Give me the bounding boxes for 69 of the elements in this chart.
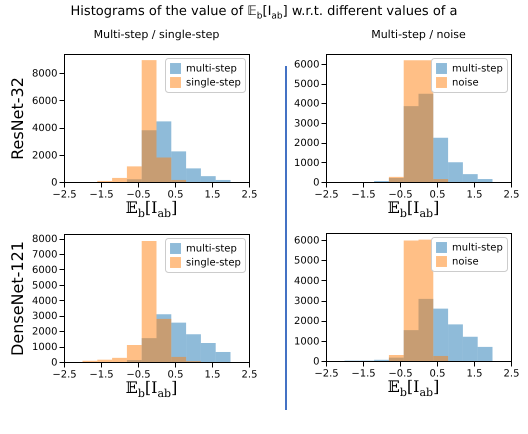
y-tick-label: 8000 [32, 234, 58, 246]
y-tick-label: 0 [51, 178, 58, 188]
x-tick-label: 0.5 [430, 368, 446, 380]
x-tick-label: 2.5 [504, 368, 520, 380]
y-tick-label: 6000 [294, 236, 320, 247]
legend-label: noise [452, 78, 479, 88]
y-tick-label: 1000 [32, 342, 58, 354]
x-tick-label: 0.5 [430, 190, 446, 200]
chart-subtitle: Multi-step / single-step [94, 28, 220, 41]
y-tick-label: 2000 [294, 138, 320, 150]
x-tick-label: 0.5 [168, 190, 184, 200]
y-tick-label: 3000 [32, 311, 58, 322]
x-tick-label: −1.5 [89, 370, 114, 380]
x-tick-label: −1.5 [351, 368, 376, 380]
y-tick-label: 5000 [294, 256, 320, 267]
x-tick-label: 2.5 [504, 190, 520, 200]
x-axis-title: 𝔼$_{b}$[I$_{ab}$] [388, 377, 440, 400]
y-tick-label: 6000 [32, 96, 58, 107]
x-tick-label: −2.5 [314, 368, 339, 380]
y-tick-label: 4000 [32, 123, 58, 134]
chart-subtitle: Multi-step / noise [371, 28, 466, 41]
y-tick-label: 4000 [294, 276, 320, 287]
legend-label: single-step [186, 258, 241, 268]
y-tick-label: 2000 [32, 326, 58, 338]
y-tick-label: 3000 [294, 118, 320, 130]
x-tick-label: 0.5 [168, 370, 184, 380]
x-axis-title: 𝔼$_{b}$[I$_{ab}$] [126, 198, 178, 220]
legend-label: multi-step [186, 244, 237, 254]
y-tick-label: 5000 [32, 280, 58, 292]
chart-title: Histograms of the value of 𝔼$_{b}$[I$_{ab}$] w.r.t. different values of a [70, 4, 458, 22]
y-axis-title: DenseNet-121 [8, 241, 28, 356]
x-tick-label: −1.5 [351, 190, 376, 200]
x-tick-label: 1.5 [466, 190, 482, 200]
y-tick-label: 3000 [294, 296, 320, 308]
x-axis-title: 𝔼$_{b}$[I$_{ab}$] [388, 198, 440, 220]
legend-label: multi-step [186, 64, 237, 74]
x-tick-label: −1.5 [89, 190, 114, 200]
y-axis-title: ResNet-32 [8, 77, 28, 160]
x-tick-label: 1.5 [204, 370, 220, 380]
legend-label: multi-step [452, 242, 503, 254]
y-tick-label: 6000 [32, 264, 58, 276]
y-tick-label: 0 [313, 356, 320, 368]
y-tick-label: 8000 [32, 68, 58, 80]
legend-label: single-step [186, 78, 241, 88]
y-tick-label: 6000 [294, 59, 320, 70]
y-tick-label: 2000 [32, 150, 58, 162]
x-tick-label: −2.5 [314, 190, 339, 200]
y-tick-label: 4000 [32, 296, 58, 307]
x-tick-label: −2.5 [52, 370, 77, 380]
x-tick-label: −0.5 [388, 190, 413, 200]
legend-label: multi-step [452, 64, 503, 74]
x-tick-label: 1.5 [204, 190, 220, 200]
legend-label: noise [452, 256, 479, 268]
y-tick-label: 2000 [294, 316, 320, 328]
x-axis-title: 𝔼$_{b}$[I$_{ab}$] [126, 378, 178, 400]
x-tick-label: −0.5 [388, 368, 413, 380]
y-tick-label: 4000 [294, 98, 320, 110]
y-tick-label: 1000 [294, 336, 320, 348]
x-tick-label: 2.5 [242, 190, 258, 200]
x-tick-label: −0.5 [126, 190, 151, 200]
y-tick-label: 5000 [294, 79, 320, 90]
x-tick-label: −2.5 [52, 190, 77, 200]
x-tick-label: 2.5 [242, 370, 258, 380]
y-tick-label: 1000 [294, 158, 320, 169]
x-tick-label: −0.5 [126, 370, 151, 380]
x-tick-label: 1.5 [466, 368, 482, 380]
y-tick-label: 0 [313, 178, 320, 188]
y-tick-label: 7000 [32, 250, 58, 261]
y-tick-label: 0 [51, 358, 58, 368]
